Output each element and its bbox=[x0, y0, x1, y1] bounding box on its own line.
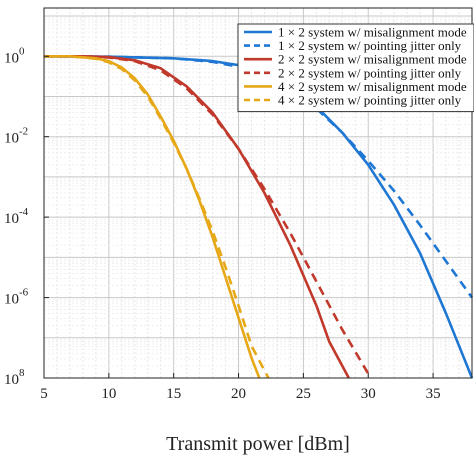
x-tick-label: 30 bbox=[361, 386, 376, 402]
x-tick-label: 35 bbox=[426, 386, 441, 402]
x-tick-label: 25 bbox=[296, 386, 311, 402]
x-tick-label: 5 bbox=[40, 386, 48, 402]
legend-label-3: 2 × 2 system w/ misalignment mode bbox=[278, 52, 467, 67]
x-tick-labels: 5 10 15 20 25 30 35 bbox=[40, 373, 441, 402]
y-tick-label: 108 bbox=[4, 367, 25, 388]
y-tick-label: 10-4 bbox=[4, 206, 29, 227]
y-tick-label: 100 bbox=[4, 45, 25, 66]
x-tick-label: 20 bbox=[231, 386, 246, 402]
series-line-6 bbox=[44, 55, 270, 379]
legend-box bbox=[237, 23, 474, 113]
y-tick-label: 10-6 bbox=[4, 287, 29, 308]
legend-label-5: 4 × 2 system w/ misalignment mode bbox=[278, 79, 467, 94]
y-tick-labels: 100 10-2 10-4 10-6 108 bbox=[4, 45, 49, 388]
legend-label-4: 2 × 2 system w/ pointing jitter only bbox=[278, 65, 462, 80]
legend-label-1: 1 × 2 system w/ misalignment mode bbox=[278, 25, 467, 40]
series-line-4 bbox=[44, 55, 372, 379]
plot-frame bbox=[43, 7, 473, 379]
legend-label-6: 4 × 2 system w/ pointing jitter only bbox=[278, 93, 462, 108]
legend-label-2: 1 × 2 system w/ pointing jitter only bbox=[278, 38, 462, 53]
x-tick-label: 10 bbox=[101, 386, 116, 402]
x-axis-label: Transmit power [dBm] bbox=[166, 433, 350, 455]
x-tick-label: 15 bbox=[166, 386, 181, 402]
y-tick-label: 10-2 bbox=[4, 126, 28, 147]
series-line-2 bbox=[43, 55, 474, 299]
